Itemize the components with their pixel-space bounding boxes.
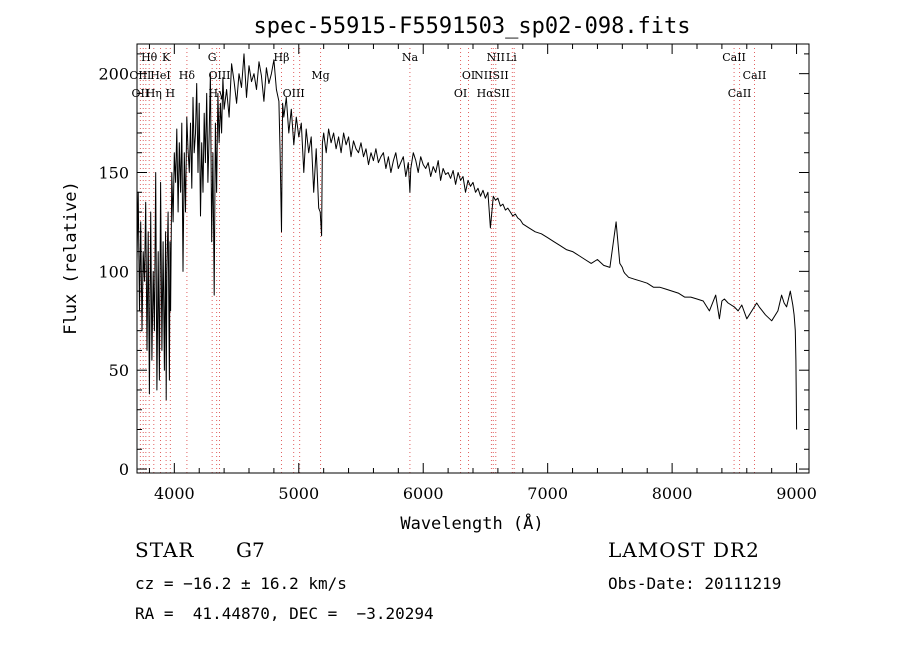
line-markers: [139, 48, 755, 473]
line-label-12: Mg: [311, 69, 329, 82]
plot-frame: [136, 43, 810, 474]
line-label-22: HαSII: [477, 87, 510, 100]
line-label-5: NII: [487, 51, 505, 64]
line-label-0: Hθ: [141, 51, 158, 64]
line-label-10: Hδ: [179, 69, 196, 82]
spectrum-line: [136, 53, 798, 430]
x-tick-label-3: 7000: [527, 484, 568, 503]
x-tick-label-1: 5000: [278, 484, 319, 503]
line-label-21: OI: [454, 87, 467, 100]
y-axis-label: Flux (relative): [61, 181, 81, 335]
x-tick-label-4: 8000: [652, 484, 693, 503]
line-label-4: Na: [402, 51, 419, 64]
obs-date-text: Obs-Date: 20111219: [608, 574, 782, 593]
line-label-7: CaII: [722, 51, 746, 64]
x-tick-label-5: 9000: [776, 484, 817, 503]
line-label-13: OI: [462, 69, 475, 82]
y-tick-label-1: 50: [109, 361, 129, 380]
x-axis-label: Wavelength (Å): [400, 512, 543, 534]
line-label-3: Hβ: [274, 51, 290, 64]
line-label-1: K: [162, 51, 171, 64]
x-tick-label-0: 4000: [154, 484, 195, 503]
line-label-18: H: [166, 87, 176, 100]
object-subclass: G7: [236, 538, 265, 562]
y-tick-label-3: 150: [98, 164, 129, 183]
survey-name: LAMOST DR2: [608, 538, 760, 562]
line-label-8: OIII: [129, 69, 151, 82]
y-tick-label-4: 200: [98, 65, 129, 84]
line-label-20: OIII: [283, 87, 305, 100]
y-tick-label-0: 0: [119, 460, 129, 479]
line-label-15: CaII: [743, 69, 767, 82]
line-label-14: NIISII: [474, 69, 509, 82]
x-tick-label-2: 6000: [403, 484, 444, 503]
line-label-17: Hη: [146, 87, 162, 100]
axis-ticks: 4000 5000 6000 7000 8000 9000 0 50 100 150 200: [98, 44, 817, 503]
redshift-text: cz = −16.2 ± 16.2 km/s: [135, 574, 347, 593]
line-label-9: HeI: [150, 69, 170, 82]
line-label-2: G: [208, 51, 217, 64]
line-label-6: Li: [506, 51, 517, 64]
line-label-11: OIII: [208, 69, 230, 82]
line-label-23: CaII: [728, 87, 752, 100]
y-tick-label-2: 100: [98, 262, 129, 281]
chart-title: spec-55915-F5591503_sp02-098.fits: [253, 14, 690, 39]
coordinates-text: RA = 41.44870, DEC = −3.20294: [135, 604, 434, 623]
line-label-19: Hγ: [209, 87, 226, 100]
object-class: STAR: [135, 538, 195, 562]
